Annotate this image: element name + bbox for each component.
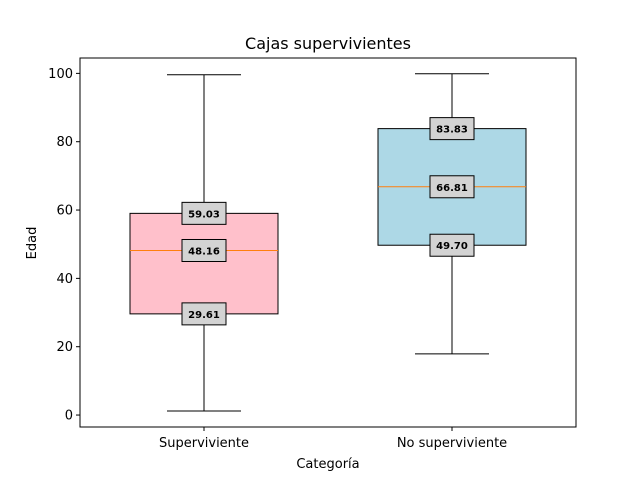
data-label-box xyxy=(429,175,475,199)
x-tick-label: Superviviente xyxy=(159,436,249,451)
data-label-box xyxy=(429,117,475,141)
data-label-box xyxy=(181,238,227,262)
y-tick-label: 80 xyxy=(56,135,73,150)
plot-area: 59.03 48.16 29.61 83.83 66.81 49.70 xyxy=(129,73,527,412)
y-tick-label: 20 xyxy=(56,340,73,355)
y-axis: 0 20 40 60 80 100 xyxy=(48,67,80,424)
box-iqr xyxy=(129,212,279,315)
data-label: 66.81 xyxy=(436,183,468,194)
data-label: 83.83 xyxy=(436,125,468,136)
box-0: 59.03 48.16 29.61 xyxy=(129,74,279,412)
x-tick-label: No superviviente xyxy=(397,436,507,451)
y-tick-label: 100 xyxy=(48,67,73,82)
data-label-box xyxy=(429,233,475,257)
x-axis: Superviviente No superviviente xyxy=(159,427,507,451)
data-label: 49.70 xyxy=(436,241,468,252)
y-tick-label: 60 xyxy=(56,204,73,219)
plot-frame xyxy=(79,57,577,428)
x-axis-label: Categoría xyxy=(296,457,359,472)
chart-title: Cajas supervivientes xyxy=(245,34,411,53)
data-label-box xyxy=(181,302,227,326)
y-axis-label: Edad xyxy=(25,227,40,260)
data-label: 48.16 xyxy=(188,246,220,257)
data-label: 29.61 xyxy=(188,310,220,321)
y-tick-label: 0 xyxy=(65,409,73,424)
y-tick-label: 40 xyxy=(56,272,73,287)
data-label: 59.03 xyxy=(188,209,220,220)
data-label-box xyxy=(181,201,227,225)
box-1: 83.83 66.81 49.70 xyxy=(377,73,527,355)
